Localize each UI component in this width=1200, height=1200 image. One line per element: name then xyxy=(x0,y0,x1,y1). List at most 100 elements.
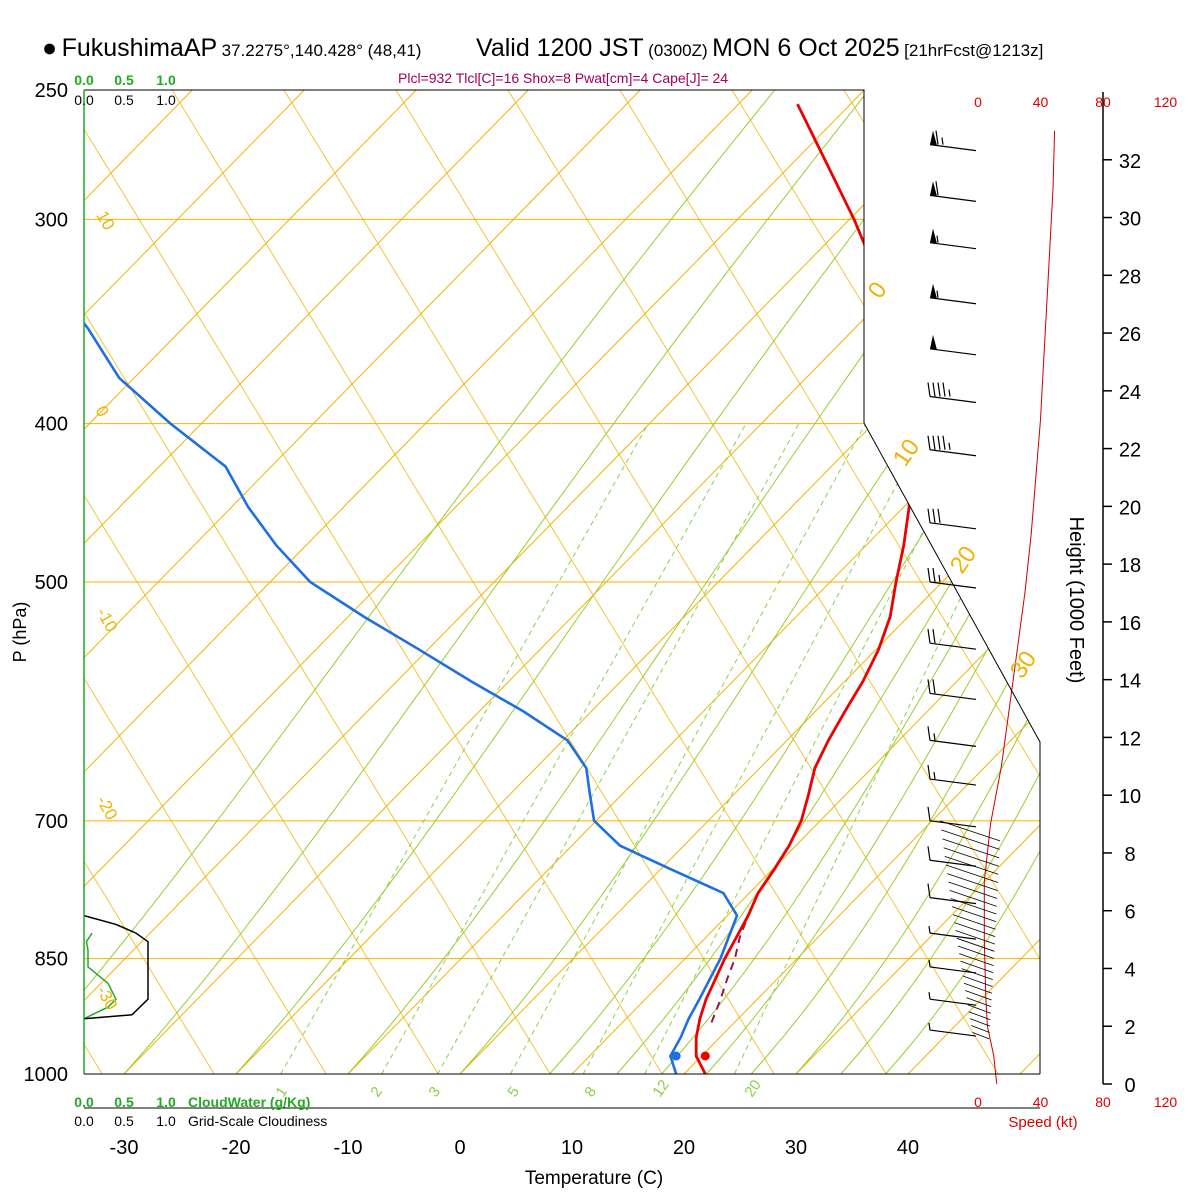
wind-fan-line xyxy=(956,937,995,952)
wind-barb-half xyxy=(936,235,939,243)
wind-barb-shaft xyxy=(929,522,977,530)
valid-time: Valid 1200 JST xyxy=(476,34,644,62)
wind-barb-pennant xyxy=(930,130,937,146)
height-tick-label: 0 xyxy=(1124,1075,1135,1097)
wind-barb-pennant xyxy=(930,334,937,350)
pressure-tick-label: 300 xyxy=(35,209,68,231)
wind-barb xyxy=(928,959,977,974)
moist-adiabat-line xyxy=(661,90,1040,1074)
cloudwater-tick-bottom: 0.5 xyxy=(114,1094,134,1110)
moist-adiabat-line xyxy=(347,90,1040,1074)
wind-barb-full xyxy=(927,435,931,450)
wind-barb xyxy=(927,435,977,457)
wind-barb xyxy=(929,283,977,305)
utc-time: (0300Z) xyxy=(648,41,708,60)
wind-fan-line xyxy=(969,1018,991,1027)
wind-fan-line xyxy=(939,820,1001,842)
dry-adiabat-line xyxy=(84,90,663,1074)
wind-barb-shaft xyxy=(929,194,977,202)
wind-barb-full xyxy=(932,508,936,523)
wind-barb xyxy=(929,334,977,356)
station-coords: 37.2275°,140.428° (48,41) xyxy=(221,41,422,60)
wind-fan-line xyxy=(961,968,993,980)
moist-adiabat-label: 30 xyxy=(1005,646,1042,683)
wind-barb-full xyxy=(927,382,931,397)
mixing-ratio-line xyxy=(582,423,930,1074)
wind-barb-full xyxy=(942,382,946,397)
valid-date: MON 6 Oct 2025 xyxy=(712,34,900,62)
temperature-tick-label: 40 xyxy=(897,1137,919,1159)
station-header: ● FukushimaAP 37.2275°,140.428° (48,41) xyxy=(42,34,421,63)
isotherm-line xyxy=(1019,90,1040,1074)
wind-fan-line xyxy=(947,873,998,891)
wind-barb-full xyxy=(935,130,939,145)
pressure-tick-label: 1000 xyxy=(24,1064,69,1086)
moist-adiabat-line xyxy=(84,90,776,1074)
wind-fan-line xyxy=(971,1025,990,1033)
wind-barb-full xyxy=(937,382,941,397)
station-bullet: ● xyxy=(42,34,58,62)
wind-barb xyxy=(927,726,977,747)
wind-fan-line xyxy=(945,864,999,883)
pressure-tick-label: 500 xyxy=(35,572,68,594)
height-tick-label: 30 xyxy=(1119,209,1141,231)
dewpoint-line xyxy=(84,103,739,1074)
isotherm-line xyxy=(84,90,865,1074)
speed-tick-top: 40 xyxy=(1033,94,1049,110)
wind-barb-shaft xyxy=(929,966,977,974)
height-tick-label: 32 xyxy=(1119,151,1141,173)
wind-barb-shaft xyxy=(929,395,977,404)
moist-adiabat-line xyxy=(840,90,1040,1074)
moist-adiabat-line xyxy=(616,90,1040,1074)
wind-barb-shaft xyxy=(929,998,977,1006)
wind-barb-shaft xyxy=(929,739,977,747)
isotherm-line xyxy=(84,90,305,1074)
wind-fan-line xyxy=(944,856,999,875)
cloudwater-tick-top: 1.0 xyxy=(156,72,176,88)
wind-barb-full xyxy=(937,508,941,523)
wind-fan-line xyxy=(949,889,997,907)
wind-barb-half xyxy=(948,442,951,450)
pressure-tick-label: 850 xyxy=(35,949,68,971)
wind-barb-shaft xyxy=(929,820,977,828)
speed-tick-bottom: 80 xyxy=(1095,1094,1111,1110)
pressure-tick-label: 400 xyxy=(35,414,68,436)
wind-barb-half xyxy=(928,926,931,934)
cloudwater-tick-bottom: 1.0 xyxy=(156,1094,176,1110)
isotherm-line xyxy=(84,90,417,1074)
cloudwater-label: CloudWater (g/Kg) xyxy=(188,1094,310,1110)
wind-barb-half xyxy=(948,389,951,397)
height-tick-label: 22 xyxy=(1119,440,1141,462)
wind-barb-shaft xyxy=(929,1029,977,1037)
cloudwater-tick-top: 0.5 xyxy=(114,72,134,88)
wind-barb xyxy=(927,629,977,650)
wind-barb-full xyxy=(927,629,931,644)
moist-adiabat-label: 0 xyxy=(863,277,893,303)
stability-indices: Plcl=932 Tlcl[C]=16 Shox=8 Pwat[cm]=4 Ca… xyxy=(398,70,729,86)
wind-barb-half xyxy=(928,992,931,1000)
wind-barb-half xyxy=(938,574,941,583)
temperature-tick-label: 30 xyxy=(785,1137,807,1159)
speed-tick-bottom: 40 xyxy=(1033,1094,1049,1110)
mixing-ratio-label: 8 xyxy=(581,1084,600,1101)
wind-fan-line xyxy=(942,838,1000,859)
mixing-ratio-label: 3 xyxy=(425,1084,444,1101)
wind-fan-line xyxy=(954,922,996,938)
height-tick-label: 8 xyxy=(1124,844,1135,866)
cloudiness-label: Grid-Scale Cloudiness xyxy=(188,1113,327,1129)
dry-adiabat-line xyxy=(84,90,327,1074)
wind-fan-line xyxy=(965,990,992,1001)
wind-barb-shaft xyxy=(929,242,977,250)
mixing-ratio-line xyxy=(280,423,649,1074)
wind-barb-full xyxy=(932,382,936,397)
speed-axis-title: Speed (kt) xyxy=(1008,1114,1077,1131)
height-tick-label: 16 xyxy=(1119,613,1141,635)
wind-fan-line xyxy=(960,960,994,974)
valid-header: Valid 1200 JST (0300Z) MON 6 Oct 2025 [2… xyxy=(476,34,1043,63)
wind-barb xyxy=(928,1022,977,1037)
dry-adiabat-line xyxy=(395,90,999,1074)
cloudwater-tick-bottom: 0.0 xyxy=(74,1094,94,1110)
wind-barb-full xyxy=(927,726,931,741)
